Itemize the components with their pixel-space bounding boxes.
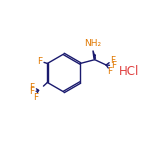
Text: F: F [33,93,38,102]
Text: HCl: HCl [119,65,139,78]
Text: F: F [37,57,42,66]
Text: NH₂: NH₂ [84,39,102,48]
Polygon shape [93,50,95,58]
Text: F: F [107,67,112,76]
Text: F: F [111,61,116,70]
Text: F: F [29,87,34,96]
Text: F: F [110,56,115,65]
Text: F: F [30,83,35,92]
